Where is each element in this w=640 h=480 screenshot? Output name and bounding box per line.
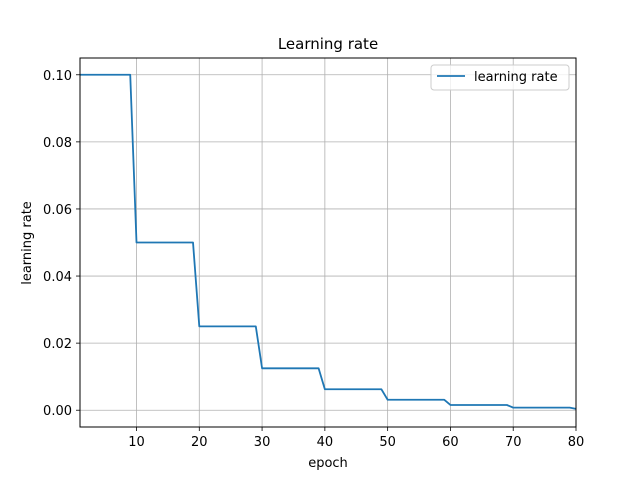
x-tick-label: 50 (379, 435, 396, 450)
y-tick-label: 0.04 (43, 270, 72, 285)
x-axis-label: epoch (308, 456, 348, 471)
x-tick-label: 60 (442, 435, 459, 450)
chart-title: Learning rate (278, 35, 378, 53)
legend-box (430, 64, 570, 91)
y-tick-label: 0.06 (43, 203, 72, 218)
y-tick-label: 0.00 (43, 404, 72, 419)
y-tick-label: 0.02 (43, 337, 72, 352)
y-axis-ticks: 0.00 0.02 0.04 0.06 0.08 0.10 (43, 69, 80, 419)
legend: learning rate (430, 64, 570, 91)
x-tick-label: 10 (128, 435, 145, 450)
y-axis-label: learning rate (20, 201, 35, 285)
series-line-learning-rate (80, 73, 577, 410)
x-tick-label: 70 (505, 435, 522, 450)
y-tick-label: 0.10 (43, 69, 72, 84)
x-tick-label: 80 (568, 435, 585, 450)
plot-area-frame (79, 57, 577, 428)
y-tick-label: 0.08 (43, 136, 72, 151)
x-axis-ticks: 10 20 30 40 50 60 70 80 (128, 427, 584, 450)
x-tick-label: 30 (254, 435, 271, 450)
series-lines (80, 73, 577, 410)
legend-entry-learning-rate: learning rate (474, 70, 558, 85)
x-tick-label: 20 (191, 435, 208, 450)
x-tick-label: 40 (317, 435, 334, 450)
